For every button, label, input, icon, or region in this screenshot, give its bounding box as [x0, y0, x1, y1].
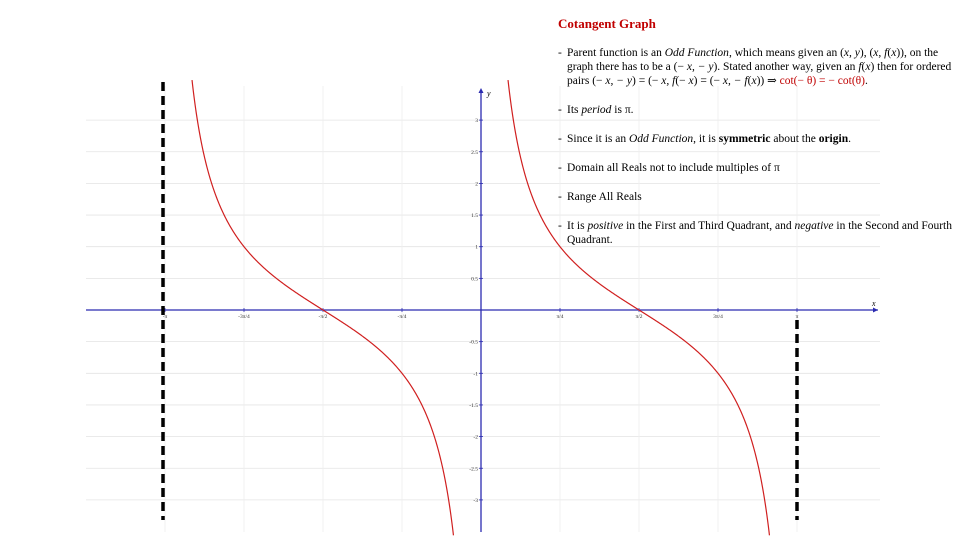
bullet-list: Parent function is an Odd Function, whic…	[558, 46, 958, 262]
y-tick-label: -1	[473, 371, 478, 377]
bullet-quadrants: It is positive in the First and Third Qu…	[558, 219, 958, 247]
x-tick-label: π/4	[556, 314, 563, 320]
y-axis-label: y	[486, 89, 491, 98]
y-axis: 3 2.5 2 1.5 1 0.5 -0.5 -1 -1.5 -2 -2.5 -3	[469, 88, 484, 532]
odd-identity: cot(− θ) = − cot(θ)	[779, 75, 866, 87]
y-tick-label: 2.5	[471, 150, 478, 156]
bullet-domain: Domain all Reals not to include multiple…	[558, 161, 958, 175]
y-axis-arrow	[478, 88, 484, 93]
x-tick-label: π/2	[635, 314, 642, 320]
y-tick-label: 0.5	[471, 276, 478, 282]
cotangent-curves	[191, 80, 771, 536]
asymptote-lines	[161, 82, 799, 520]
cot-branch-negative	[191, 80, 455, 536]
bullet-range: Range All Reals	[558, 190, 958, 204]
y-tick-label: -2	[473, 435, 478, 441]
bullet-odd-function: Parent function is an Odd Function, whic…	[558, 46, 958, 88]
x-tick-label: 3π/4	[713, 314, 723, 320]
bullet-symmetry: Since it is an Odd Function, it is symme…	[558, 132, 958, 146]
y-tick-label: 1	[475, 245, 478, 251]
x-tick-label: -π	[163, 314, 168, 320]
x-tick-label: -π/4	[398, 314, 407, 320]
y-tick-label: -0.5	[469, 340, 478, 346]
y-tick-label: 1.5	[471, 213, 478, 219]
x-axis: -π -3π/4 -π/2 -π/4 π/4 π/2 3π/4 π	[86, 307, 878, 320]
y-tick-label: -2.5	[469, 466, 478, 472]
x-tick-label: -3π/4	[238, 314, 250, 320]
bullet-period: Its period is π.	[558, 103, 958, 117]
x-tick-label: π	[796, 314, 799, 320]
y-tick-label: -1.5	[469, 403, 478, 409]
x-axis-arrow	[873, 307, 878, 313]
x-axis-label: x	[871, 299, 876, 308]
y-tick-label: -3	[473, 498, 478, 504]
cot-branch-positive	[507, 80, 771, 536]
y-tick-label: 2	[475, 181, 478, 187]
slide-title: Cotangent Graph	[558, 16, 656, 31]
x-tick-label: -π/2	[319, 314, 328, 320]
y-tick-label: 3	[475, 118, 478, 124]
